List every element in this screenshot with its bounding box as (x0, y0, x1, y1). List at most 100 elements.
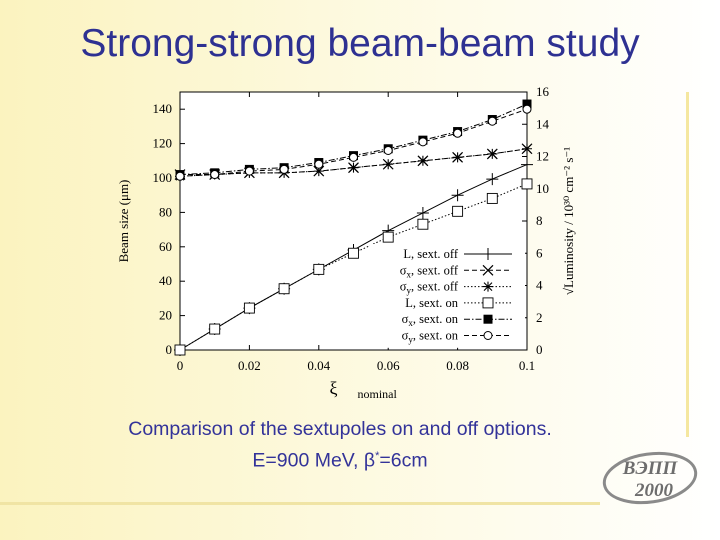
data-point (313, 263, 325, 275)
y-tick-label: 40 (159, 273, 172, 288)
data-point (383, 159, 394, 170)
x-tick-label: 0 (177, 358, 184, 373)
y-tick-label: 60 (159, 239, 172, 254)
data-point (175, 171, 185, 181)
vepp-2000-logo: ВЭПП 2000 (600, 448, 700, 508)
legend-marker (483, 331, 493, 340)
caption-line-2: E=900 MeV, β*=6cm (40, 443, 640, 475)
x-tick-label: 0.08 (446, 358, 469, 373)
data-point (314, 159, 324, 169)
caption-line-2-suffix: =6cm (379, 449, 428, 472)
data-point (349, 152, 358, 162)
beam-beam-chart: 0 0.02 0.04 0.06 0.08 0.1 0 20 40 60 80 100 120 140 0 2… (100, 78, 580, 400)
y-axis-label: Beam size (μm) (116, 180, 131, 263)
data-point (487, 116, 497, 126)
legend-label-sub: y (407, 286, 412, 296)
legend-label-rest: , sext. on (413, 296, 459, 310)
data-point (244, 166, 254, 176)
legend-box (370, 244, 525, 348)
y-right-tick-label: 10 (536, 181, 549, 196)
legend-marker (482, 297, 494, 309)
y-tick-label: 20 (159, 308, 172, 323)
data-point (348, 162, 359, 173)
slide-caption: Comparison of the sextupoles on and off … (40, 416, 640, 475)
data-point (487, 148, 498, 159)
legend-label-base: σ (402, 312, 409, 326)
slide-title: Strong-strong beam-beam study (80, 22, 640, 65)
legend-marker (483, 314, 493, 324)
series-3 (174, 178, 533, 356)
x-axis-label-sub: nominal (358, 387, 398, 400)
legend-label: σy, sext. off (400, 280, 459, 296)
y-tick-label: 0 (166, 342, 173, 357)
data-point (210, 170, 220, 180)
y-right-tick-label: 8 (536, 213, 543, 228)
legend-label-sub: x (407, 269, 412, 279)
logo-svg: ВЭПП 2000 (602, 451, 698, 505)
legend-label-rest: , sext. off (411, 263, 459, 277)
legend-label-rest: , sext. off (411, 247, 459, 261)
series-line (180, 148, 528, 176)
legend-label: σx, sext. on (402, 312, 459, 328)
data-point (521, 178, 533, 190)
data-point (382, 231, 394, 243)
data-point (522, 104, 532, 114)
chart-svg: 0 0.02 0.04 0.06 0.08 0.102040608010012014002… (116, 84, 576, 400)
data-point (417, 218, 429, 230)
data-point (451, 189, 464, 202)
logo-text-top: ВЭПП (622, 458, 679, 479)
legend-label-sub: x (408, 318, 413, 328)
data-point (452, 205, 464, 217)
legend-label-base: L (403, 247, 411, 261)
data-point (348, 247, 359, 259)
y-right-axis-label: √Luminosity / 10³⁰ cm⁻² s⁻¹ (561, 147, 576, 295)
data-point (209, 323, 221, 335)
decorative-vertical-bar (686, 92, 689, 437)
legend-marker (482, 264, 494, 276)
data-point (486, 192, 498, 204)
caption-line-2-sup: * (375, 450, 380, 462)
legend-label-base: L (405, 296, 413, 310)
data-point (416, 206, 429, 219)
y-right-tick-label: 14 (536, 116, 550, 131)
y-right-tick-label: 12 (536, 149, 549, 164)
data-point (279, 164, 289, 174)
legend-marker (483, 281, 493, 292)
data-point (522, 143, 532, 154)
legend-label: σx, sext. off (400, 263, 459, 279)
legend-label-rest: , sext. on (413, 312, 459, 326)
legend-label: L, sext. on (405, 296, 459, 310)
data-point (521, 158, 533, 171)
y-right-tick-label: 2 (536, 310, 543, 325)
y-tick-label: 140 (153, 101, 173, 116)
legend-label-rest: , sext. on (413, 329, 459, 343)
y-tick-label: 80 (159, 204, 172, 219)
y-right-tick-label: 0 (536, 342, 543, 357)
x-tick-label: 0.1 (519, 358, 535, 373)
data-point (418, 137, 428, 147)
data-point (417, 155, 428, 166)
y-right-tick-label: 6 (536, 245, 543, 260)
series-line (179, 108, 528, 177)
legend-label-sub: y (408, 335, 413, 345)
y-tick-label: 120 (153, 136, 173, 151)
x-tick-label: 0.06 (377, 358, 400, 373)
legend-label: σy, sext. on (402, 329, 459, 345)
legend-label-rest: , sext. off (411, 280, 459, 294)
data-point (452, 152, 463, 163)
logo-text-bottom: 2000 (634, 480, 674, 501)
legend-label-base: σ (402, 329, 409, 343)
data-point (174, 344, 186, 356)
x-axis-label: ξ (329, 378, 337, 398)
x-tick-label: 0.02 (238, 358, 261, 373)
legend-label: L, sext. off (403, 247, 458, 261)
y-right-tick-label: 4 (536, 278, 543, 293)
legend-marker (482, 248, 494, 260)
y-tick-label: 100 (153, 170, 173, 185)
y-right-tick-label: 16 (536, 84, 550, 99)
legend-label-base: σ (400, 263, 407, 277)
caption-line-2-prefix: E=900 MeV, β (252, 449, 376, 472)
series-line (179, 183, 528, 351)
legend-label-base: σ (400, 280, 407, 294)
